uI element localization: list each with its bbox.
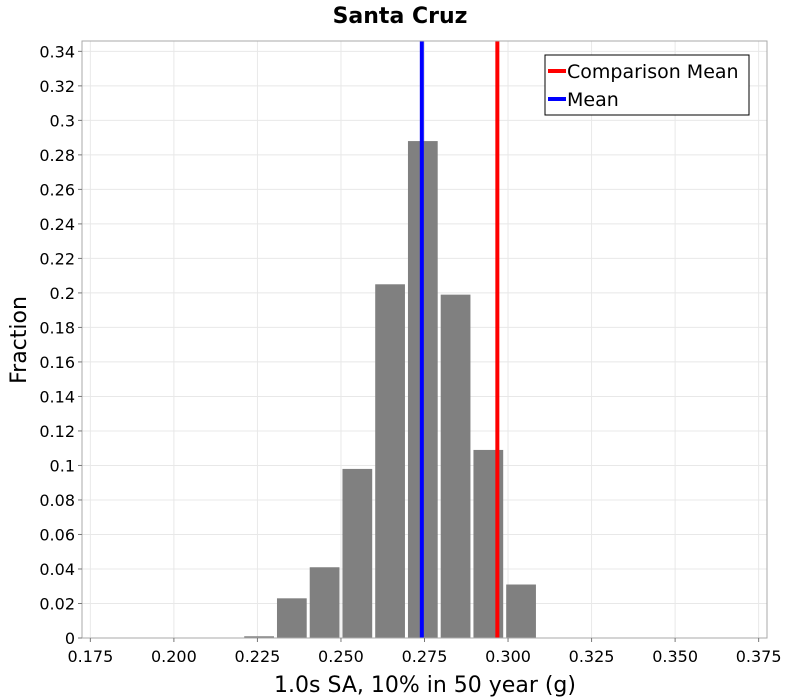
x-tick-label: 0.275 <box>402 647 448 666</box>
y-tick-label: 0.12 <box>39 422 75 441</box>
y-tick-label: 0.28 <box>39 146 75 165</box>
y-tick-label: 0.24 <box>39 215 75 234</box>
y-tick-label: 0.22 <box>39 249 75 268</box>
legend-box <box>544 54 750 116</box>
histogram-bar <box>276 598 307 638</box>
legend: Comparison Mean Mean <box>544 54 750 116</box>
histogram-bar <box>309 567 340 638</box>
y-tick-label: 0.14 <box>39 387 75 406</box>
mean-lines <box>419 41 500 638</box>
x-tick-label: 0.250 <box>318 647 364 666</box>
chart-title: Santa Cruz <box>333 4 468 29</box>
x-axis-ticks: 0.175 0.200 0.225 0.250 0.275 0.300 0.325 0.350… <box>67 638 782 666</box>
x-tick-label: 0.325 <box>569 647 615 666</box>
y-tick-label: 0.02 <box>39 594 75 613</box>
x-tick-label: 0.225 <box>235 647 281 666</box>
x-tick-label: 0.300 <box>485 647 531 666</box>
y-tick-label: 0 <box>65 629 75 648</box>
y-tick-label: 0.18 <box>39 318 75 337</box>
histogram-bar <box>244 636 274 638</box>
y-tick-label: 0.06 <box>39 525 75 544</box>
x-tick-label: 0.200 <box>151 647 197 666</box>
y-axis-ticks: 0 0.02 0.04 0.06 0.08 0.1 0.12 0.14 0.16 0.18 0.2 0… <box>39 42 82 648</box>
x-axis-label: 1.0s SA, 10% in 50 year (g) <box>274 673 576 698</box>
histogram-bar <box>375 284 405 638</box>
histogram-bar <box>342 468 373 638</box>
histogram-bar <box>506 584 536 638</box>
y-tick-label: 0.34 <box>39 42 75 61</box>
y-tick-label: 0.32 <box>39 77 75 96</box>
bars <box>244 141 536 639</box>
y-tick-label: 0.08 <box>39 491 75 510</box>
legend-label: Mean <box>567 89 619 111</box>
y-tick-label: 0.04 <box>39 560 75 579</box>
x-tick-label: 0.350 <box>652 647 698 666</box>
y-tick-label: 0.3 <box>50 111 75 130</box>
y-tick-label: 0.26 <box>39 180 75 199</box>
x-tick-label: 0.175 <box>67 647 113 666</box>
y-tick-label: 0.2 <box>50 284 75 303</box>
y-axis-label: Fraction <box>7 296 32 384</box>
histogram-bar <box>440 294 471 638</box>
legend-label: Comparison Mean <box>567 61 739 83</box>
y-tick-label: 0.1 <box>50 456 75 475</box>
y-tick-label: 0.16 <box>39 353 75 372</box>
x-tick-label: 0.375 <box>736 647 782 666</box>
